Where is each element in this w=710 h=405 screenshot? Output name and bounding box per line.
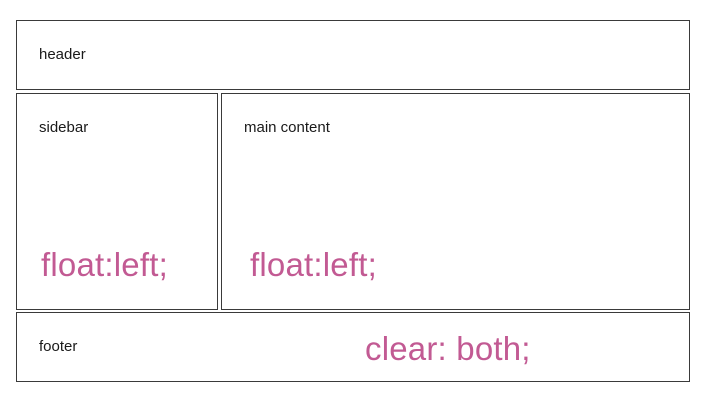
sidebar-label: sidebar (39, 119, 89, 136)
footer-label: footer (39, 338, 78, 355)
header-box: header (16, 20, 690, 90)
footer-box: footer clear: both; (16, 312, 690, 382)
main-content-box: main content float:left; (221, 93, 690, 310)
header-label: header (39, 46, 86, 63)
sidebar-css-rule: float:left; (41, 246, 168, 283)
sidebar-box: sidebar float:left; (16, 93, 218, 310)
footer-css-rule: clear: both; (365, 330, 531, 367)
main-content-label: main content (244, 119, 330, 136)
main-content-css-rule: float:left; (250, 246, 377, 283)
